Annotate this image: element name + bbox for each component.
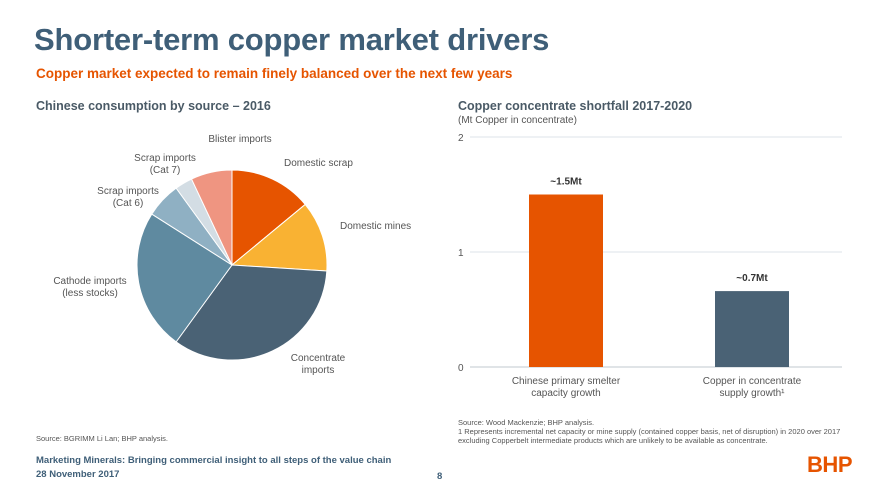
bar-footnote: 1 Represents incremental net capacity or… [458,427,841,445]
bar-chart: 0 1 2 ~1.5Mt Chinese primary smelter capacity… [458,133,842,399]
pie-label-domestic-mines: Domestic mines [340,221,411,232]
y-tick-label: 0 [458,363,464,374]
y-tick-label: 1 [458,248,464,259]
pie-label-scrap-imports-cat-6: Scrap imports (Cat 6) [97,186,159,209]
bar-chart-subtitle: (Mt Copper in concentrate) [458,115,577,126]
bar-2 [715,291,789,367]
bhp-logo: BHP [807,452,852,477]
footer-date: 28 November 2017 [36,469,120,480]
bar-chart-title: Copper concentrate shortfall 2017-2020 [458,99,693,113]
footer-line: Marketing Minerals: Bringing commercial … [36,455,392,466]
page-title: Shorter-term copper market drivers [34,22,550,57]
x-category-label: Copper in concentrate supply growth¹ [703,376,802,399]
bar-data-label: ~1.5Mt [550,177,582,188]
page-subtitle: Copper market expected to remain finely … [36,66,513,81]
pie-slice-blister-imports [190,169,233,266]
bar-data-label: ~0.7Mt [736,273,768,284]
y-tick-label: 2 [458,133,464,144]
pie-chart-title: Chinese consumption by source – 2016 [36,99,271,113]
bar-source: Source: Wood Mackenzie; BHP analysis. [458,418,595,427]
pie-label-domestic-scrap: Domestic scrap [284,158,353,169]
pie-slice-domestic-scrap [231,169,306,267]
pie-slice-concentrate-imports [175,264,328,361]
pie-label-cathode-imports-less-stocks: Cathode imports (less stocks) [53,276,126,299]
pie-label-concentrate-imports: Concentrate imports [291,353,346,376]
x-category-label: Chinese primary smelter capacity growth [512,376,621,399]
pie-slice-domestic-mines [230,203,328,272]
pie-chart: Domestic scrap Domestic mines Concentrate i… [53,134,411,376]
pie-label-scrap-imports-cat-7: Scrap imports (Cat 7) [134,153,196,176]
bar-1 [529,194,603,367]
pie-slice-cathode-imports-less-stocks [136,213,233,343]
pie-label-blister-imports: Blister imports [208,134,271,145]
page-number: 8 [437,471,443,482]
pie-source: Source: BGRIMM Li Lan; BHP analysis. [36,434,168,443]
